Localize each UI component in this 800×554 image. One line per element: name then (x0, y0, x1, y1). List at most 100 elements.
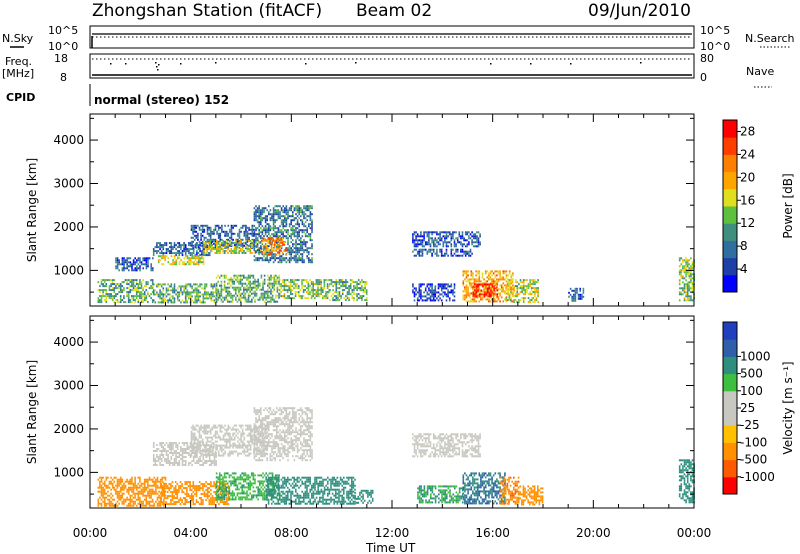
scatter-cell (165, 295, 168, 298)
scatter-cell (338, 279, 341, 282)
scatter-cell (184, 450, 187, 452)
scatter-cell (118, 498, 120, 501)
scatter-cell (690, 265, 692, 268)
scatter-cell (431, 289, 433, 292)
scatter-cell (534, 293, 536, 296)
scatter-cell (311, 253, 313, 256)
scatter-cell (474, 293, 476, 296)
scatter-cell (186, 444, 189, 446)
scatter-cell (102, 488, 104, 491)
scatter-cell (200, 236, 202, 239)
scatter-cell (428, 237, 430, 240)
scatter-cell (204, 287, 206, 290)
scatter-cell (210, 454, 213, 456)
scatter-cell (189, 242, 192, 245)
scatter-cell (261, 217, 264, 220)
scatter-cell (260, 213, 262, 216)
scatter-cell (215, 444, 217, 446)
scatter-cell (110, 295, 112, 298)
scatter-cell (468, 292, 471, 295)
scatter-cell (173, 291, 176, 294)
scatter-cell (303, 251, 305, 254)
scatter-cell (511, 295, 514, 298)
scatter-cell (235, 278, 237, 281)
scatter-cell (219, 276, 221, 279)
scatter-cell (688, 297, 691, 300)
scatter-cell (478, 274, 481, 277)
scatter-cell (532, 281, 535, 284)
scatter-cell (225, 240, 228, 242)
scatter-cell (145, 295, 148, 298)
scatter-cell (145, 494, 148, 497)
scatter-cell (140, 291, 143, 294)
scatter-cell (300, 243, 302, 246)
scatter-cell (476, 270, 479, 273)
scatter-cell (183, 464, 185, 466)
scatter-cell (288, 223, 291, 226)
scatter-cell (308, 257, 310, 260)
scatter-cell (247, 296, 250, 299)
scatter-cell (486, 295, 489, 298)
scatter-cell (175, 454, 177, 456)
scatter-cell (184, 503, 187, 506)
scatter-cell (129, 494, 132, 497)
scatter-cell (529, 283, 531, 286)
nsearch-tick-high: 10^5 (700, 24, 730, 37)
scatter-cell (341, 293, 344, 296)
scatter-cell (444, 241, 446, 244)
scatter-cell (225, 238, 228, 241)
scatter-cell (246, 248, 248, 250)
scatter-cell (105, 301, 108, 304)
scatter-cell (232, 242, 234, 244)
scatter-cell (211, 246, 213, 248)
scatter-cell (140, 295, 143, 298)
scatter-cell (471, 241, 473, 244)
scatter-cell (206, 495, 209, 498)
scatter-cell (303, 215, 305, 218)
scatter-cell (183, 444, 185, 446)
scatter-cell (537, 293, 539, 296)
scatter-cell (447, 285, 449, 288)
scatter-cell (447, 245, 449, 248)
scatter-cell (183, 242, 185, 245)
scatter-cell (197, 424, 199, 427)
scatter-cell (173, 299, 176, 302)
scatter-cell (574, 293, 577, 296)
scatter-cell (129, 281, 132, 284)
scatter-cell (113, 504, 116, 507)
scatter-cell (210, 242, 213, 245)
scatter-cell (126, 488, 128, 491)
scatter-cell (181, 485, 183, 488)
scatter-cell (176, 464, 179, 466)
scatter-cell (483, 286, 485, 289)
scatter-cell (298, 243, 300, 246)
scatter-cell (199, 446, 201, 448)
scatter-cell (263, 294, 266, 297)
scatter-cell (356, 297, 358, 300)
scatter-cell (227, 234, 230, 237)
scatter-cell (683, 297, 686, 300)
scatter-cell (418, 248, 421, 251)
scatter-cell (184, 301, 187, 304)
scatter-cell (311, 221, 313, 224)
scatter-cell (491, 285, 494, 288)
scatter-cell (255, 205, 257, 208)
scatter-cell (97, 297, 100, 300)
scatter-cell (251, 292, 253, 295)
scatter-cell (691, 283, 694, 286)
scatter-cell (200, 224, 202, 227)
scatter-cell (116, 486, 119, 489)
scatter-cell (287, 213, 289, 216)
scatter-cell (690, 287, 692, 290)
scatter-cell (103, 482, 106, 485)
scatter-cell (356, 299, 358, 302)
scatter-cell (491, 294, 493, 297)
scatter-cell (488, 293, 491, 296)
scatter-cell (245, 224, 247, 227)
scatter-cell (413, 231, 416, 234)
scatter-cell (176, 483, 179, 486)
scatter-cell (238, 288, 240, 291)
scatter-cell (282, 223, 284, 226)
scatter-cell (468, 282, 471, 285)
